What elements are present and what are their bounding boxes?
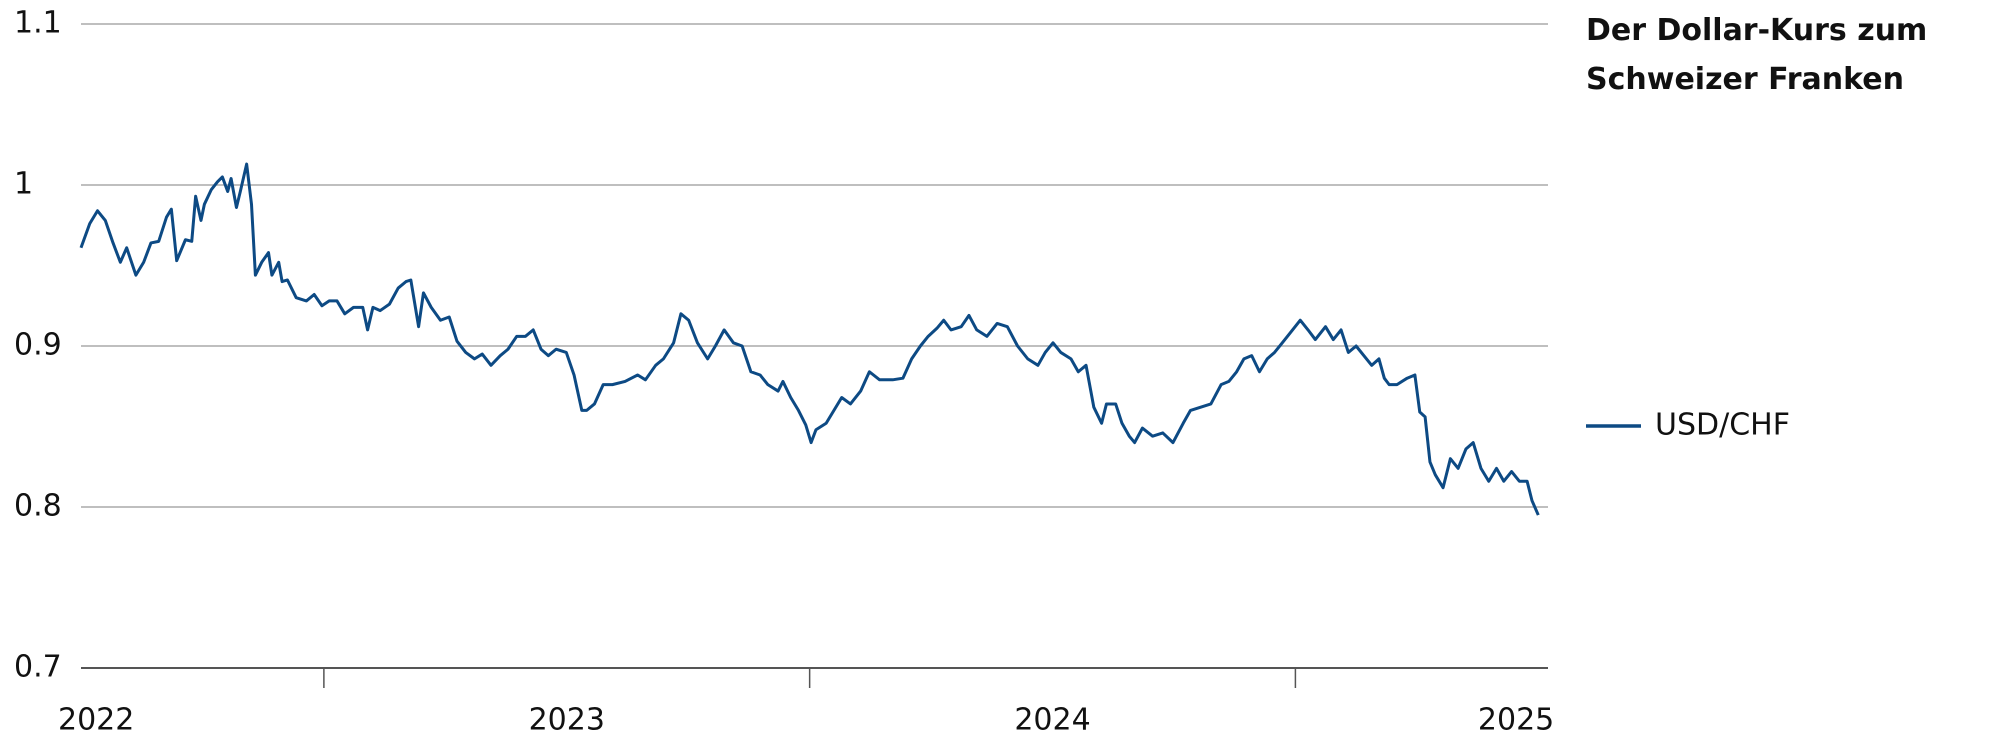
x-tick-label: 2023: [529, 703, 605, 738]
x-tick-label: 2022: [58, 703, 134, 738]
y-tick-label: 0.8: [14, 489, 62, 524]
chart-title: Der Dollar-Kurs zum Schweizer Franken: [1586, 13, 1928, 97]
y-tick-label: 1: [14, 167, 33, 202]
legend-label: USD/CHF: [1655, 408, 1790, 443]
y-tick-label: 0.7: [14, 650, 62, 685]
x-tick-label: 2024: [1014, 703, 1090, 738]
y-tick-label: 1.1: [14, 6, 62, 41]
x-tick-label: 2025: [1478, 703, 1554, 738]
y-tick-label: 0.9: [14, 328, 62, 363]
data-line: [79, 162, 1540, 516]
